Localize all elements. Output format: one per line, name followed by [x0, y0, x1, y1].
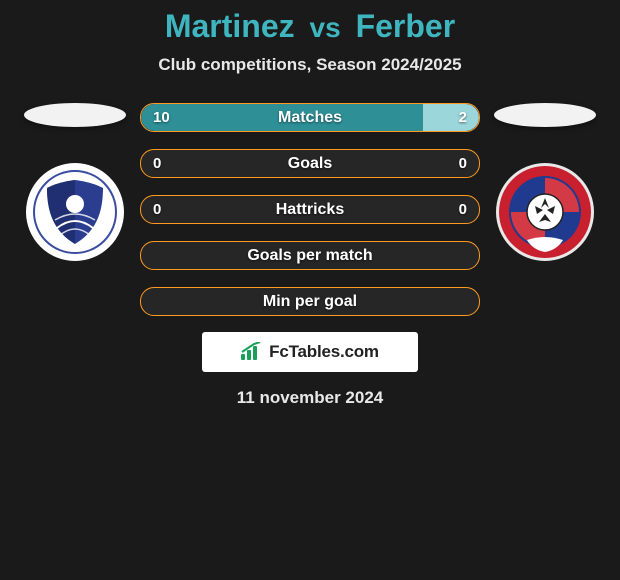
comparison-card: Martinez vs Ferber Club competitions, Se… — [0, 0, 620, 408]
stat-value-right: 0 — [459, 150, 467, 177]
chart-icon — [241, 342, 263, 362]
stat-bar: Matches10 2 — [140, 103, 480, 132]
stat-label: Matches — [141, 104, 479, 131]
stat-label: Goals per match — [141, 242, 479, 269]
player1-name: Martinez — [165, 8, 295, 44]
club-crest-icon — [497, 164, 593, 260]
player2-name: Ferber — [356, 8, 456, 44]
left-player-column — [15, 103, 135, 261]
branding-badge[interactable]: FcTables.com — [202, 332, 418, 372]
player2-club-badge — [496, 163, 594, 261]
stat-bar: Hattricks0 0 — [140, 195, 480, 224]
player1-club-badge — [26, 163, 124, 261]
date-text: 11 november 2024 — [0, 388, 620, 408]
stat-bar: Min per goal — [140, 287, 480, 316]
shield-icon — [33, 170, 117, 254]
stats-column: Matches102Goals00Hattricks00Goals per ma… — [135, 103, 485, 316]
stat-value-left: 0 — [153, 150, 161, 177]
stat-bar: Goals0 0 — [140, 149, 480, 178]
stat-label: Hattricks — [141, 196, 479, 223]
stat-value-left: 0 — [153, 196, 161, 223]
stat-value-right: 2 — [459, 104, 467, 131]
subtitle: Club competitions, Season 2024/2025 — [0, 55, 620, 75]
stat-label: Min per goal — [141, 288, 479, 315]
main-layout: Matches102Goals00Hattricks00Goals per ma… — [0, 103, 620, 316]
brand-text: FcTables.com — [269, 342, 379, 362]
page-title: Martinez vs Ferber — [0, 8, 620, 45]
stat-value-right: 0 — [459, 196, 467, 223]
right-player-column — [485, 103, 605, 261]
stat-label: Goals — [141, 150, 479, 177]
vs-text: vs — [310, 12, 341, 43]
player2-silhouette — [494, 103, 596, 127]
player1-silhouette — [24, 103, 126, 127]
stat-bar: Goals per match — [140, 241, 480, 270]
stat-value-left: 10 — [153, 104, 170, 131]
